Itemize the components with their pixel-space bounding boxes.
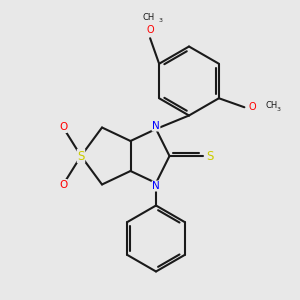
Text: S: S xyxy=(77,149,85,163)
Text: N: N xyxy=(152,121,160,131)
Text: O: O xyxy=(59,179,67,190)
Text: CH: CH xyxy=(266,101,278,110)
Text: O: O xyxy=(248,102,256,112)
Text: O: O xyxy=(146,25,154,35)
Text: S: S xyxy=(206,149,214,163)
Text: O: O xyxy=(59,122,67,133)
Text: 3: 3 xyxy=(277,107,280,112)
Text: 3: 3 xyxy=(158,18,163,23)
Text: N: N xyxy=(152,181,160,191)
Text: CH: CH xyxy=(142,13,155,22)
